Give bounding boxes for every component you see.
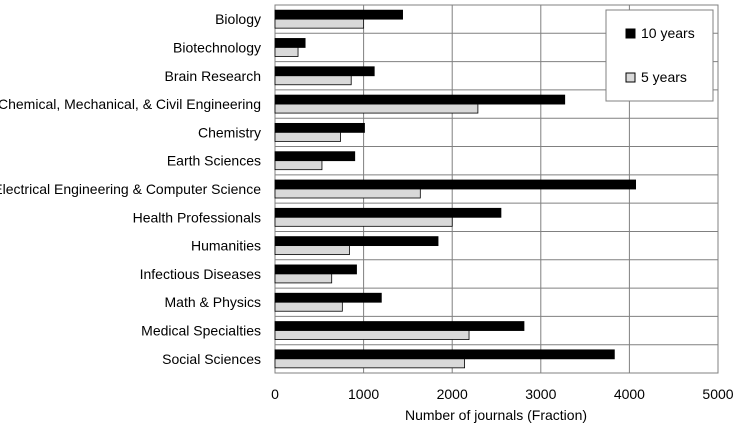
bar-5-years-chemistry (274, 131, 341, 142)
bar-10-years-electrical-engineering-computer-science (274, 179, 637, 190)
x-tick-labels: 0 1000 2000 3000 4000 5000 (271, 386, 734, 402)
x-tick-label-0: 0 (271, 386, 279, 402)
category-label-math-physics: Math & Physics (165, 294, 261, 310)
bar-5-years-social-sciences (274, 358, 466, 369)
bar-10-years-brain-research (274, 66, 375, 77)
category-label-chemical-mechanical-civil-engineering: Chemical, Mechanical, & Civil Engineerin… (0, 96, 261, 112)
x-axis-title: Number of journals (Fraction) (405, 407, 587, 423)
bar-10-years-health-professionals (274, 207, 502, 218)
legend-label-10-years: 10 years (641, 25, 695, 41)
category-label-infectious-diseases: Infectious Diseases (140, 266, 261, 282)
bar-10-years-chemical-mechanical-civil-engineering (274, 94, 566, 105)
bars (274, 9, 637, 369)
bar-5-years-brain-research (274, 75, 352, 86)
category-label-health-professionals: Health Professionals (133, 209, 261, 225)
category-label-medical-specialties: Medical Specialties (141, 323, 261, 339)
category-label-electrical-engineering-computer-science: Electrical Engineering & Computer Scienc… (0, 181, 261, 197)
legend-swatch-5-years (625, 72, 636, 83)
bar-5-years-infectious-diseases (274, 273, 333, 284)
legend: 10 years 5 years (605, 9, 714, 102)
category-label-chemistry: Chemistry (198, 124, 261, 140)
bar-10-years-biotechnology (274, 38, 306, 48)
bar-10-years-biology (274, 9, 403, 20)
bar-10-years-infectious-diseases (274, 264, 357, 275)
bar-10-years-medical-specialties (274, 321, 525, 331)
legend-label-5-years: 5 years (641, 69, 687, 85)
x-tick-label-4000: 4000 (614, 386, 645, 402)
bar-5-years-health-professionals (274, 216, 453, 227)
bar-5-years-humanities (274, 245, 350, 256)
bar-5-years-biotechnology (274, 47, 299, 57)
category-label-earth-sciences: Earth Sciences (167, 153, 261, 169)
x-tick-label-5000: 5000 (702, 386, 733, 402)
category-label-biotechnology: Biotechnology (173, 39, 261, 55)
category-label-humanities: Humanities (191, 238, 261, 254)
bar-5-years-earth-sciences (274, 160, 323, 171)
x-tick-label-2000: 2000 (437, 386, 468, 402)
category-label-social-sciences: Social Sciences (162, 351, 261, 367)
bar-10-years-math-physics (274, 292, 382, 303)
bar-5-years-electrical-engineering-computer-science (274, 188, 421, 199)
legend-box (605, 9, 714, 102)
bar-10-years-earth-sciences (274, 151, 356, 162)
bar-5-years-math-physics (274, 301, 343, 312)
bar-5-years-medical-specialties (274, 330, 470, 340)
bar-5-years-biology (274, 18, 364, 29)
bar-10-years-chemistry (274, 122, 365, 133)
bar-10-years-humanities (274, 236, 439, 247)
legend-swatch-10-years (625, 28, 636, 39)
x-tick-label-1000: 1000 (348, 386, 379, 402)
bar-5-years-chemical-mechanical-civil-engineering (274, 103, 479, 114)
category-label-biology: Biology (215, 11, 261, 27)
category-label-brain-research: Brain Research (165, 68, 262, 84)
bar-10-years-social-sciences (274, 349, 615, 360)
x-tick-label-3000: 3000 (525, 386, 556, 402)
category-labels: Biology Biotechnology Brain Research Chemic… (0, 11, 261, 367)
